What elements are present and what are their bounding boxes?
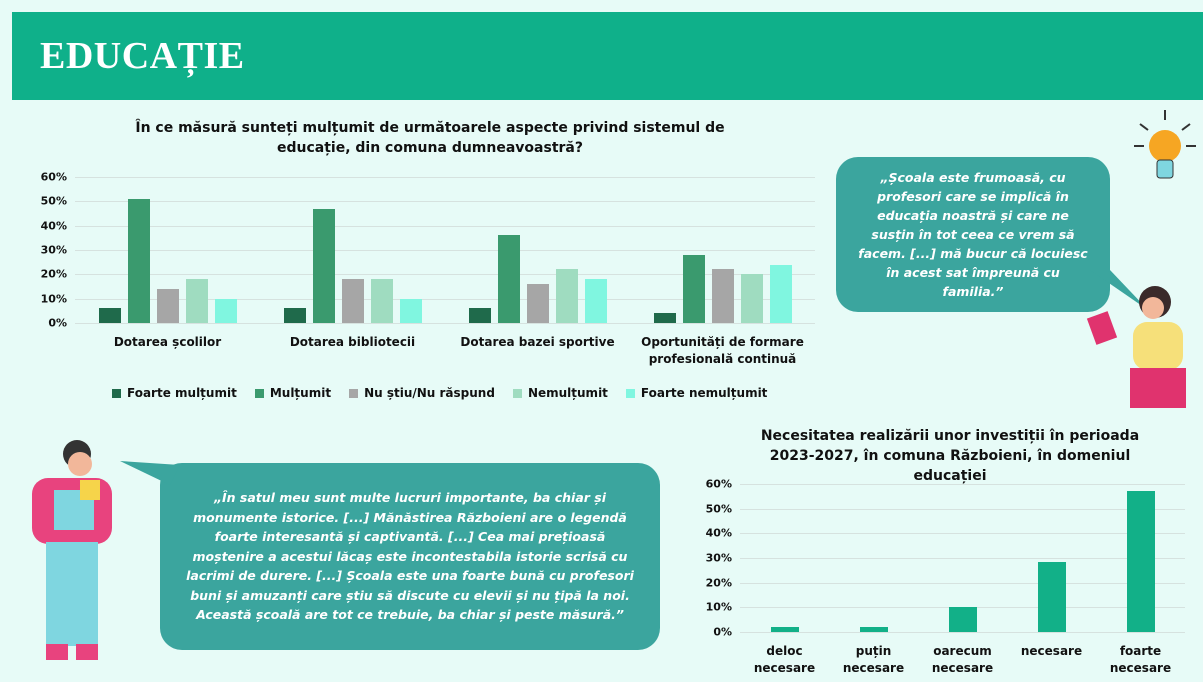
bar xyxy=(859,627,888,632)
x-tick-label: Dotarea bazei sportive xyxy=(460,335,615,349)
y-tick-label: 0% xyxy=(48,316,67,330)
bar xyxy=(769,264,792,323)
legend-swatch xyxy=(112,388,121,398)
chart-title: Necesitatea realizării unor investiții î… xyxy=(760,428,1140,484)
bar xyxy=(341,279,364,323)
legend-label: Nemulțumit xyxy=(527,386,608,400)
grid-line xyxy=(740,582,1185,584)
y-tick-label: 10% xyxy=(40,292,67,306)
bar xyxy=(214,298,237,323)
x-tick-label: Dotarea școlilor xyxy=(113,335,222,349)
legend-label: Mulțumit xyxy=(269,386,332,400)
legend-item: Nu știu/Nu răspund xyxy=(349,386,495,400)
y-tick-label: 0% xyxy=(713,625,732,639)
grid-line xyxy=(740,558,1185,559)
bar xyxy=(399,298,422,323)
bar xyxy=(312,208,335,323)
grid-line xyxy=(75,177,815,178)
legend-swatch xyxy=(512,388,522,398)
x-tick-label: Dotarea bibliotecii xyxy=(289,335,416,349)
y-tick-label: 40% xyxy=(40,219,67,233)
bar xyxy=(740,274,763,323)
y-tick-label: 60% xyxy=(40,170,67,184)
y-tick-label: 20% xyxy=(705,576,732,590)
bar xyxy=(948,607,977,632)
grid-line xyxy=(75,250,815,251)
bar xyxy=(526,284,549,323)
bar xyxy=(682,254,705,323)
bar xyxy=(497,235,520,323)
bar xyxy=(711,269,734,323)
grid-line xyxy=(75,298,815,300)
grid-line xyxy=(740,484,1185,485)
legend-swatch xyxy=(254,388,264,398)
quote-bubble: „În satul meu sunt multe lucruri importa… xyxy=(160,463,660,650)
y-tick-label: 60% xyxy=(705,477,732,491)
grid-line xyxy=(75,274,815,276)
y-tick-label: 50% xyxy=(40,194,67,208)
y-tick-label: 30% xyxy=(705,551,732,565)
grid-line xyxy=(75,225,815,227)
legend-swatch xyxy=(625,388,635,398)
header-band xyxy=(12,12,1203,100)
bar xyxy=(127,198,150,323)
x-tick-label: Oportunități de formare profesională con… xyxy=(641,335,804,366)
bubble-tail xyxy=(1090,270,1148,310)
x-tick-label: puțin necesare xyxy=(842,644,905,675)
man-illustration xyxy=(32,440,112,660)
bar xyxy=(770,627,799,632)
page-title: EDUCAȚIE xyxy=(40,35,245,77)
quote-bubble: „Școala este frumoasă, cu profesori care… xyxy=(836,157,1110,312)
grid-line xyxy=(75,323,815,324)
bar xyxy=(156,288,179,323)
legend-item: Nemulțumit xyxy=(512,386,608,400)
bar xyxy=(283,308,306,323)
x-tick-label: deloc necesare xyxy=(753,644,816,675)
legend-swatch xyxy=(349,388,359,398)
bubble-tail xyxy=(120,461,180,485)
grid-line xyxy=(75,201,815,203)
y-tick-label: 30% xyxy=(40,243,67,257)
y-tick-label: 40% xyxy=(705,526,732,540)
bar xyxy=(1037,561,1066,632)
x-tick-label: necesare xyxy=(1020,644,1083,658)
bar xyxy=(555,269,578,323)
legend-label: Nu știu/Nu răspund xyxy=(364,386,495,400)
grid-line xyxy=(740,632,1185,633)
bar xyxy=(370,279,393,323)
lightbulb-icon xyxy=(1134,110,1196,179)
bar xyxy=(1126,491,1155,632)
legend-label: Foarte nemulțumit xyxy=(640,386,768,400)
bar xyxy=(653,313,676,323)
x-tick-label: foarte necesare xyxy=(1109,644,1172,675)
bar xyxy=(185,279,208,323)
legend-item: Foarte mulțumit xyxy=(112,386,237,400)
woman-illustration xyxy=(1086,286,1186,408)
chart-title: În ce măsură sunteți mulțumit de următoa… xyxy=(135,120,725,156)
grid-line xyxy=(740,533,1185,535)
y-tick-label: 50% xyxy=(705,502,732,516)
grid-line xyxy=(740,508,1185,510)
bar xyxy=(584,279,607,323)
y-tick-label: 10% xyxy=(705,600,732,614)
legend-item: Foarte nemulțumit xyxy=(625,386,768,400)
legend-item: Mulțumit xyxy=(254,386,332,400)
legend-label: Foarte mulțumit xyxy=(127,386,237,400)
legend: Foarte mulțumit Mulțumit Nu știu/Nu răspun… xyxy=(112,386,767,400)
bar xyxy=(98,308,121,323)
x-tick-label: oarecum necesare xyxy=(931,644,994,675)
bar xyxy=(468,308,491,323)
y-tick-label: 20% xyxy=(40,267,67,281)
